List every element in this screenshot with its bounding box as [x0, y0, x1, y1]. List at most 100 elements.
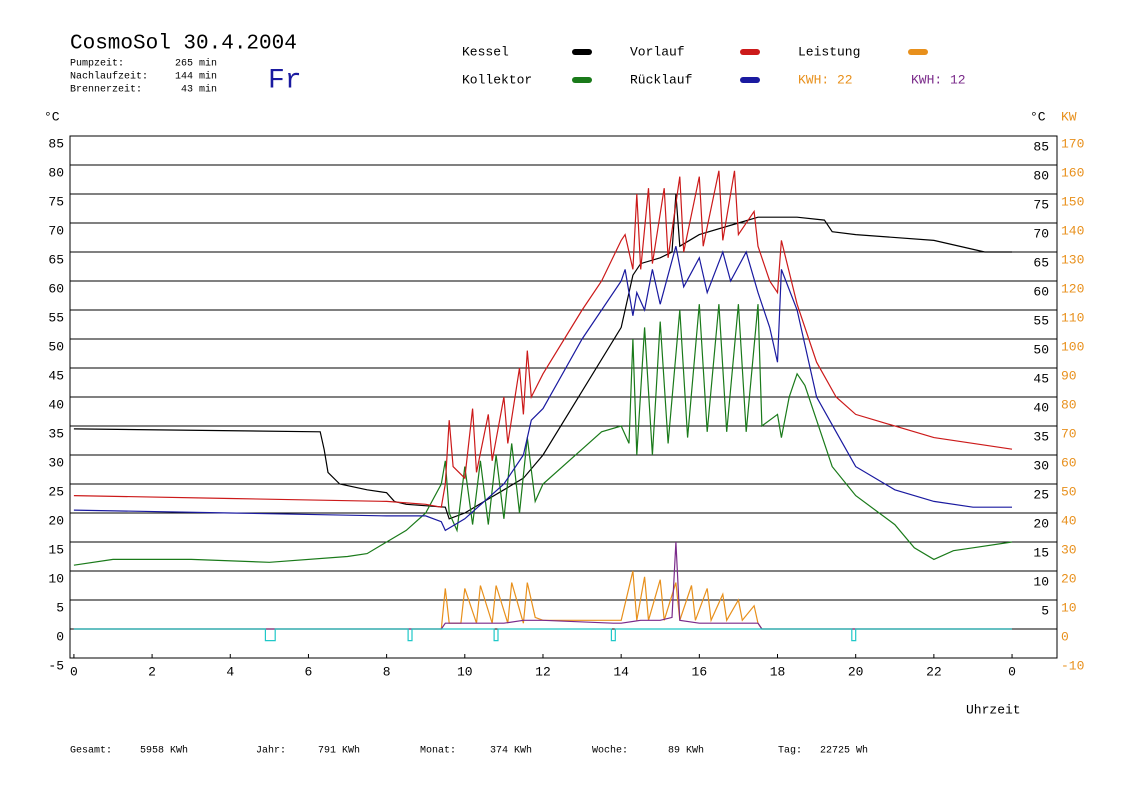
y-right-unit: °C	[1030, 109, 1046, 124]
legend-label: Kessel	[462, 44, 509, 59]
x-tick-label: 0	[1008, 664, 1016, 679]
series-line	[73, 304, 1013, 566]
y2-tick-label: 30	[1061, 542, 1077, 557]
legend-label: Kollektor	[462, 72, 532, 87]
footer-text: Woche:	[592, 745, 628, 757]
y-right-tick-label: 25	[1033, 487, 1049, 502]
y2-tick-label: 10	[1061, 600, 1077, 615]
y-tick-label: 10	[48, 571, 64, 586]
y-tick-label: 20	[48, 513, 64, 528]
y-tick-label: 15	[48, 542, 64, 557]
y-tick-label: 45	[48, 368, 64, 383]
stat-label: Pumpzeit:	[70, 58, 124, 70]
footer-text: Tag:	[778, 746, 802, 757]
y2-tick-label: 60	[1061, 455, 1077, 470]
x-tick-label: 2	[148, 664, 156, 679]
y2-tick-label: 20	[1061, 571, 1077, 586]
x-tick-label: 6	[305, 664, 313, 679]
y-unit: °C	[44, 109, 60, 124]
energy-label: KWH: 22	[798, 72, 853, 87]
y2-tick-label: 130	[1061, 252, 1084, 267]
y-tick-label: 80	[48, 165, 64, 180]
y-tick-label: 65	[48, 252, 64, 267]
x-tick-label: 22	[926, 664, 942, 679]
y-right-tick-label: 15	[1033, 545, 1049, 560]
y-right-tick-label: 35	[1033, 429, 1049, 444]
stat-value: 144 min	[175, 71, 217, 83]
stat-label: Brennerzeit:	[70, 84, 142, 96]
y-tick-label: 0	[56, 629, 64, 644]
weekday: Fr	[268, 65, 302, 96]
y-right-tick-label: 60	[1033, 284, 1049, 299]
series-line	[73, 246, 1012, 532]
y-right-tick-label: 70	[1033, 226, 1049, 241]
y-right-tick-label: 65	[1033, 255, 1049, 270]
y-tick-label: 70	[48, 223, 64, 238]
y-right-tick-label: 85	[1033, 139, 1049, 154]
x-tick-label: 18	[770, 664, 786, 679]
y2-unit: KW	[1061, 109, 1077, 124]
y-right-tick-label: 40	[1033, 400, 1049, 415]
x-tick-label: 8	[383, 664, 391, 679]
y-tick-label: 50	[48, 339, 64, 354]
x-axis-label: Uhrzeit	[966, 702, 1021, 717]
x-tick-label: 16	[692, 664, 708, 679]
y-right-tick-label: 50	[1033, 342, 1049, 357]
footer-text: 22725 Wh	[820, 745, 868, 757]
y2-tick-label: 100	[1061, 339, 1084, 354]
legend-label: Vorlauf	[630, 44, 685, 59]
footer-text: Monat:	[420, 746, 456, 757]
x-tick-label: 14	[613, 664, 629, 679]
x-tick-label: 4	[226, 664, 234, 679]
x-tick-label: 0	[70, 664, 78, 679]
x-tick-label: 20	[848, 664, 864, 679]
y2-tick-label: 160	[1061, 165, 1084, 180]
stat-value: 43 min	[181, 84, 217, 96]
y2-tick-label: 0	[1061, 629, 1069, 644]
footer-text: 5958 KWh	[140, 745, 188, 757]
y-tick-label: 5	[56, 600, 64, 615]
y-tick-label: 30	[48, 455, 64, 470]
footer-text: Jahr:	[256, 745, 286, 757]
footer-text: 89 KWh	[668, 745, 704, 757]
y2-tick-label: 140	[1061, 223, 1084, 238]
stat-value: 265 min	[175, 58, 217, 70]
y2-tick-label: 120	[1061, 281, 1084, 296]
y2-tick-label: 80	[1061, 397, 1077, 412]
y2-tick-label: -10	[1061, 658, 1084, 673]
y-right-tick-label: 30	[1033, 458, 1049, 473]
energy-label: KWH: 12	[911, 72, 966, 87]
stat-label: Nachlaufzeit:	[70, 71, 148, 83]
x-tick-label: 12	[535, 664, 551, 679]
y-right-tick-label: 20	[1033, 516, 1049, 531]
y2-tick-label: 90	[1061, 368, 1077, 383]
y2-tick-label: 170	[1061, 136, 1084, 151]
y-right-tick-label: 80	[1033, 168, 1049, 183]
chart-title: CosmoSol 30.4.2004	[70, 33, 297, 56]
y-tick-label: 55	[48, 310, 64, 325]
y-right-tick-label: 5	[1041, 603, 1049, 618]
y-tick-label: 60	[48, 281, 64, 296]
series-line	[73, 541, 1012, 630]
y2-tick-label: 70	[1061, 426, 1077, 441]
footer-text: 791 KWh	[318, 745, 360, 757]
y-right-tick-label: 10	[1033, 574, 1049, 589]
y-tick-label: 25	[48, 484, 64, 499]
y-tick-label: 40	[48, 397, 64, 412]
y-right-tick-label: 75	[1033, 197, 1049, 212]
y-tick-label: 75	[48, 194, 64, 209]
footer-text: Gesamt:	[70, 746, 112, 757]
series-line	[73, 570, 1012, 630]
series-line	[73, 628, 1012, 642]
series-line	[73, 193, 1012, 520]
y2-tick-label: 50	[1061, 484, 1077, 499]
y-tick-label: -5	[48, 658, 64, 673]
legend-label: Rücklauf	[630, 72, 692, 87]
legend-label: Leistung	[798, 44, 860, 59]
y2-tick-label: 40	[1061, 513, 1077, 528]
series-line	[73, 170, 1013, 508]
y-tick-label: 85	[48, 136, 64, 151]
y-right-tick-label: 55	[1033, 313, 1049, 328]
